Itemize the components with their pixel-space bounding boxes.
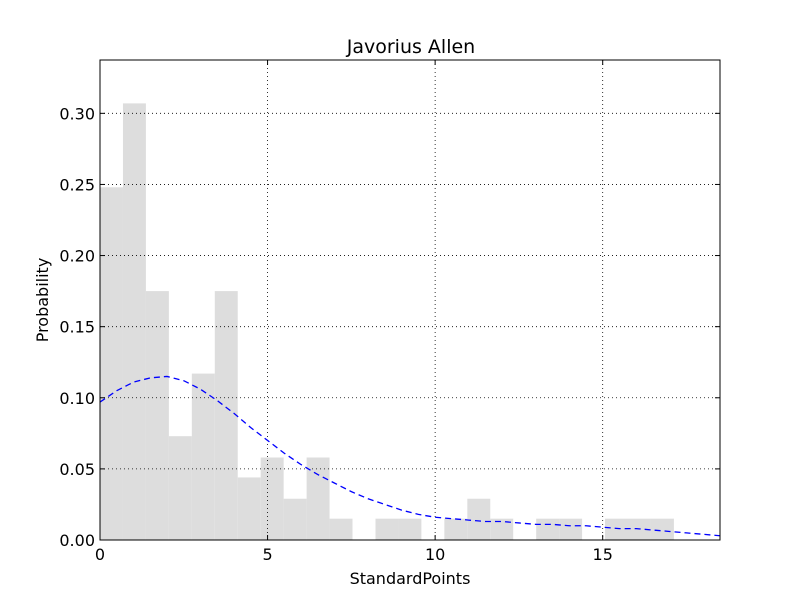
histogram-bar bbox=[650, 518, 674, 540]
x-axis-label: StandardPoints bbox=[350, 569, 471, 588]
histogram-bar bbox=[490, 518, 514, 540]
histogram-bar bbox=[237, 477, 261, 540]
density-curve bbox=[99, 375, 721, 537]
histogram-bar bbox=[283, 498, 307, 540]
histogram-bar bbox=[559, 518, 583, 540]
y-tick-label: 0.10 bbox=[59, 389, 95, 408]
y-tick-label: 0.25 bbox=[59, 175, 95, 194]
y-tick-label: 0.00 bbox=[59, 531, 95, 550]
histogram-bar bbox=[329, 518, 353, 540]
y-axis-ticks: 0.00 0.05 0.10 0.15 0.20 0.25 0.30 bbox=[59, 104, 720, 550]
x-tick-label: 15 bbox=[593, 545, 613, 564]
histogram-bar bbox=[260, 457, 284, 540]
y-tick-label: 0.30 bbox=[59, 104, 95, 123]
y-tick-label: 0.05 bbox=[59, 460, 95, 479]
histogram-bar bbox=[605, 518, 629, 540]
y-tick-label: 0.20 bbox=[59, 247, 95, 266]
histogram-bar bbox=[467, 498, 491, 540]
histogram-bar bbox=[191, 373, 215, 540]
grid-lines bbox=[100, 60, 720, 540]
histogram-bars bbox=[100, 103, 674, 541]
x-axis-ticks: 0 5 10 15 bbox=[95, 60, 613, 564]
histogram-bar bbox=[145, 291, 169, 540]
y-tick-label: 0.15 bbox=[59, 318, 95, 337]
histogram-bar bbox=[168, 436, 192, 540]
x-tick-label: 5 bbox=[262, 545, 272, 564]
x-tick-label: 0 bbox=[95, 545, 105, 564]
plot-frame bbox=[99, 59, 721, 541]
histogram-bar bbox=[100, 187, 123, 541]
histogram-bar bbox=[536, 518, 560, 540]
y-axis-label: Probability bbox=[33, 258, 52, 343]
x-tick-label: 10 bbox=[425, 545, 445, 564]
histogram-bar bbox=[214, 291, 238, 540]
chart-title: Javorius Allen bbox=[346, 36, 475, 58]
histogram-bar bbox=[375, 518, 399, 540]
histogram-bar bbox=[122, 103, 146, 540]
histogram-bar bbox=[398, 518, 422, 540]
histogram-bar bbox=[444, 518, 468, 540]
